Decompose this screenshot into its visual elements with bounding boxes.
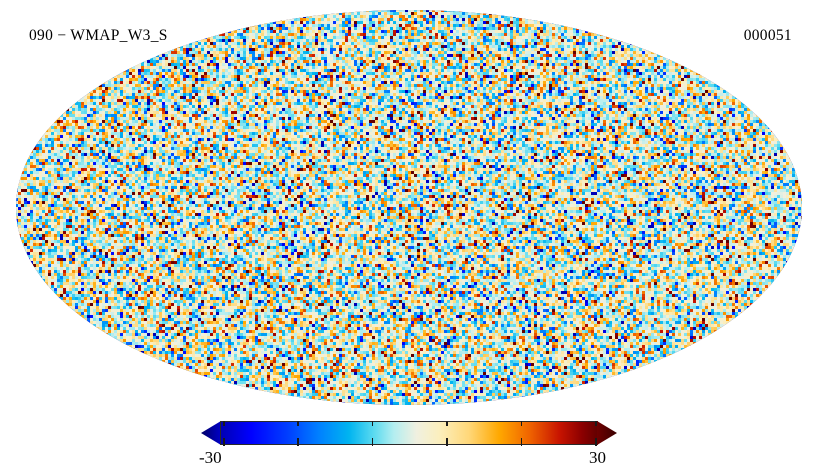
colorbar-tick	[371, 421, 374, 426]
colorbar: -30 30	[199, 421, 617, 467]
colorbar-tick	[595, 421, 597, 426]
colorbar-tick	[297, 438, 299, 446]
colorbar-arrow-max-icon	[597, 421, 617, 445]
mollweide-map	[16, 10, 802, 405]
colorbar-tick	[520, 421, 523, 426]
map-ellipse-clip	[16, 10, 802, 405]
map-noise-canvas	[16, 10, 802, 405]
colorbar-label-max: 30	[589, 448, 606, 467]
colorbar-gradient	[220, 421, 598, 445]
colorbar-tick	[297, 421, 299, 426]
colorbar-tick	[520, 438, 523, 446]
colorbar-tick	[371, 438, 374, 446]
colorbar-label-min: -30	[199, 448, 222, 467]
colorbar-tick	[223, 438, 225, 446]
colorbar-tick	[446, 421, 448, 426]
colorbar-tick	[223, 421, 225, 426]
colorbar-tick	[446, 438, 448, 446]
colorbar-tick	[595, 438, 597, 446]
colorbar-arrow-min-icon	[201, 421, 221, 445]
